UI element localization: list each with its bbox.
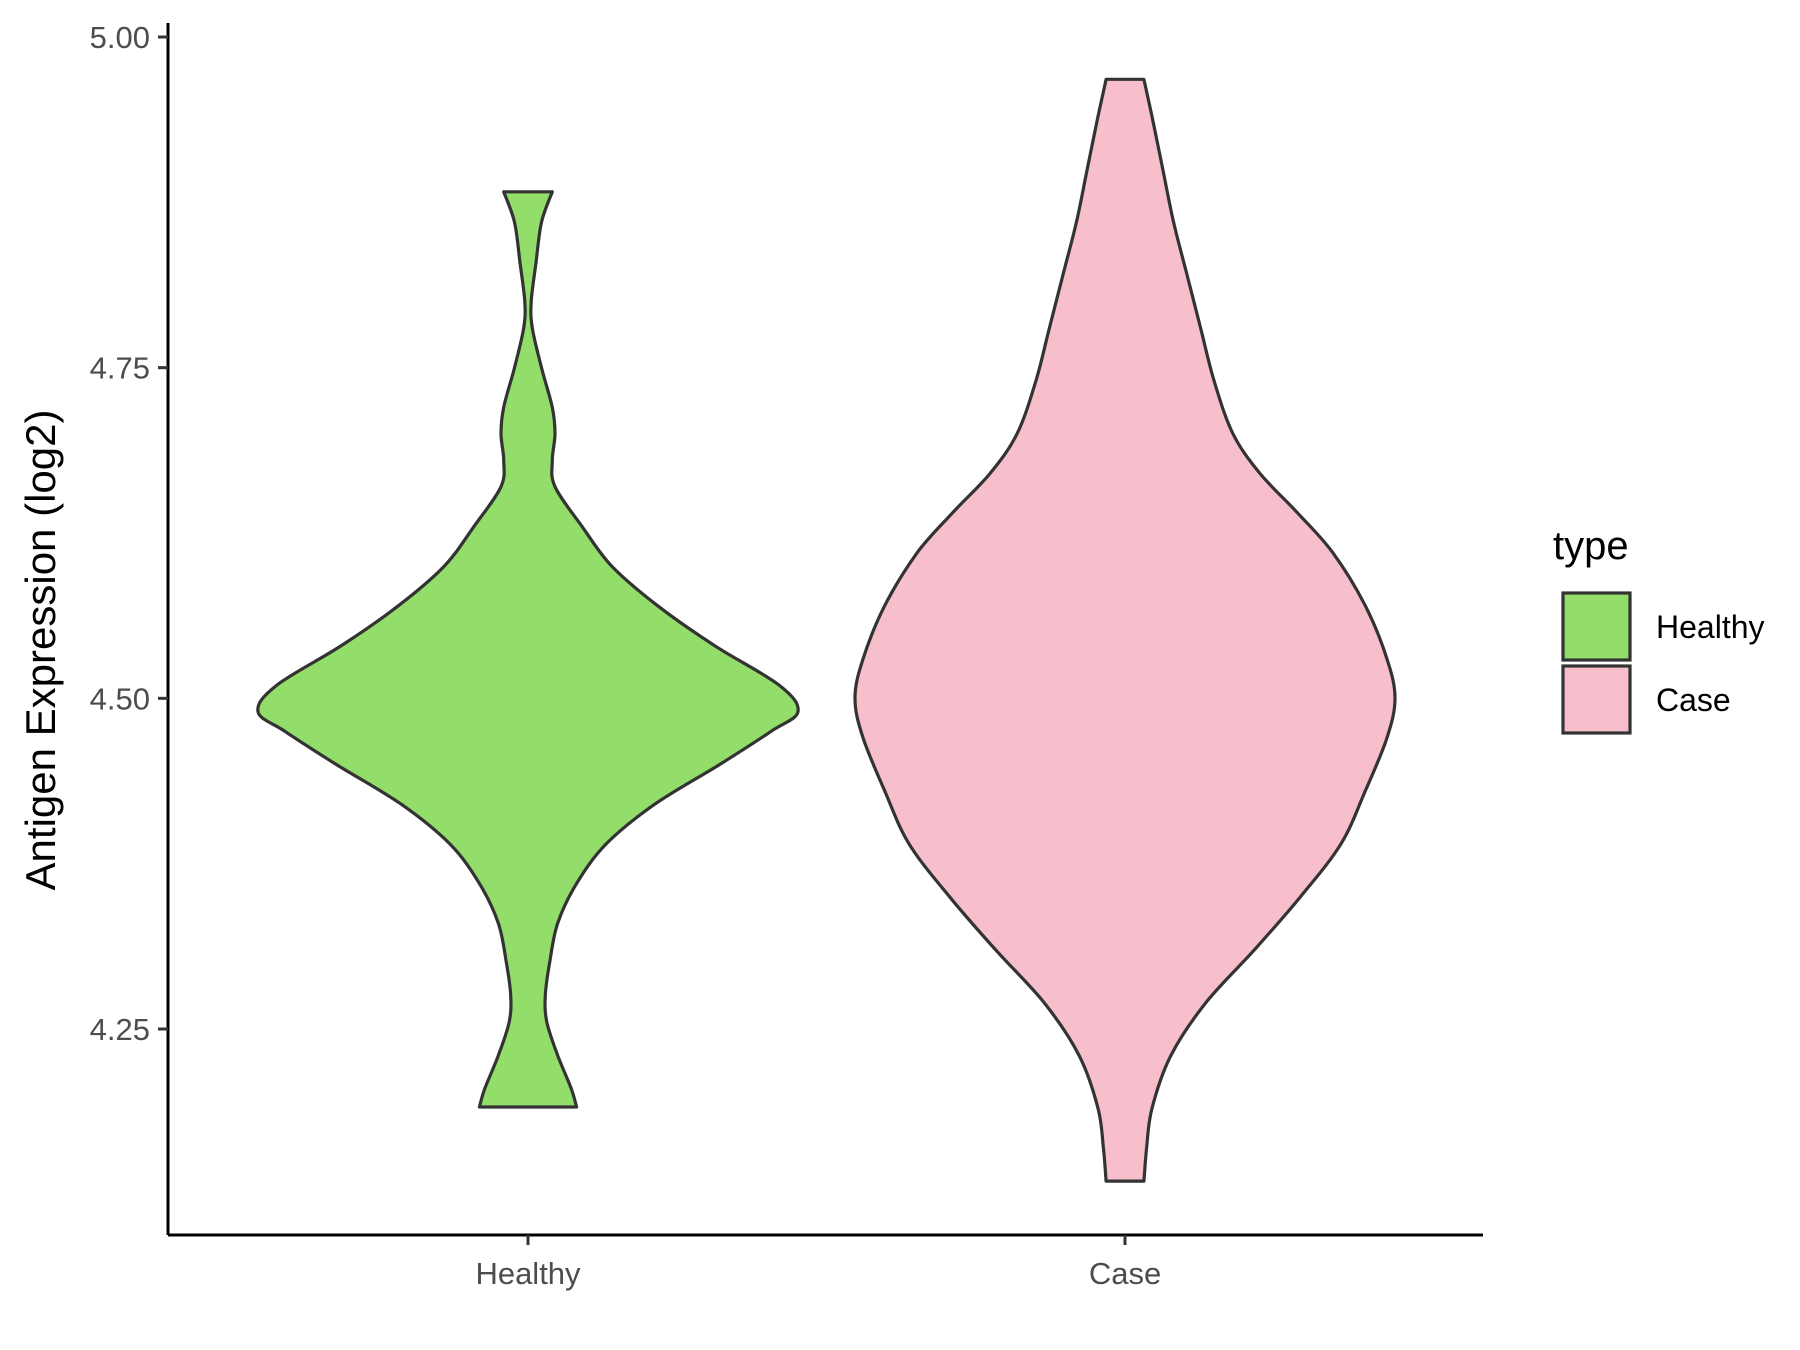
legend: type Healthy Case xyxy=(1553,524,1765,735)
legend-swatch xyxy=(1561,591,1632,662)
violins-group xyxy=(256,77,1397,1183)
legend-label: Healthy xyxy=(1656,609,1765,645)
x-ticks-group: Healthy Case xyxy=(475,1235,1161,1291)
violin-case xyxy=(853,77,1397,1183)
y-tick-label: 4.75 xyxy=(90,351,150,386)
legend-swatch xyxy=(1561,664,1632,735)
y-tick-label: 5.00 xyxy=(90,20,150,55)
y-axis-label: Antigen Expression (log2) xyxy=(17,410,64,891)
legend-items: Healthy Case xyxy=(1561,591,1765,735)
y-ticks-group: 4.25 4.50 4.75 5.00 xyxy=(90,20,168,1047)
legend-label: Case xyxy=(1656,682,1731,718)
violin-healthy xyxy=(256,190,800,1109)
legend-title: type xyxy=(1553,524,1629,568)
x-tick-label: Case xyxy=(1089,1256,1161,1291)
y-tick-label: 4.50 xyxy=(90,681,150,716)
x-tick-label: Healthy xyxy=(475,1256,581,1291)
y-tick-label: 4.25 xyxy=(90,1012,150,1047)
